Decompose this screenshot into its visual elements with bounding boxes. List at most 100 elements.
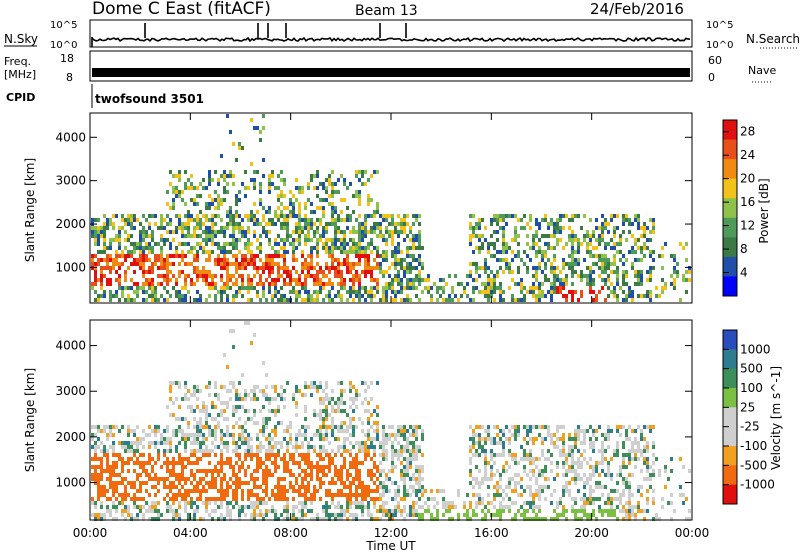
power-cell [196, 250, 199, 254]
power-cell [337, 230, 340, 234]
power-cell [529, 286, 532, 290]
power-cell [346, 270, 349, 274]
velocity-cell [226, 449, 229, 453]
power-cell [346, 298, 349, 302]
power-cell [244, 230, 247, 234]
velocity-cell [283, 437, 286, 441]
power-cell [220, 262, 223, 266]
velocity-cell [334, 437, 337, 441]
power-cell [325, 274, 328, 278]
velocity-cell [577, 473, 580, 477]
power-cell [391, 290, 394, 294]
velocity-cell [352, 425, 355, 429]
velocity-cell [646, 477, 649, 481]
power-cell [640, 282, 643, 286]
velocity-cell [283, 469, 286, 473]
power-cell [169, 206, 172, 210]
power-cell [673, 270, 676, 274]
velocity-cell [268, 441, 271, 445]
power-cell [199, 194, 202, 198]
power-cell [406, 214, 409, 218]
power-cell [181, 190, 184, 194]
velocity-cell [619, 469, 622, 473]
power-cell [370, 286, 373, 290]
velocity-cell [598, 497, 601, 501]
power-cell [247, 290, 250, 294]
power-cell [484, 266, 487, 270]
power-cell [364, 182, 367, 186]
power-cell [223, 198, 226, 202]
power-cell [487, 278, 490, 282]
velocity-cell [601, 461, 604, 465]
velocity-cell [415, 437, 418, 441]
power-cell [298, 226, 301, 230]
power-cell [364, 290, 367, 294]
velocity-cell [589, 437, 592, 441]
velocity-cell [277, 489, 280, 493]
date-label: 24/Feb/2016 [590, 0, 684, 18]
power-cell [316, 218, 319, 222]
velocity-cell [349, 381, 352, 385]
velocity-cell [292, 489, 295, 493]
velocity-cell [400, 425, 403, 429]
velocity-cell [376, 497, 379, 501]
power-cell [370, 174, 373, 178]
power-cell [478, 274, 481, 278]
power-cell [487, 266, 490, 270]
power-cell [622, 278, 625, 282]
power-cell [253, 202, 256, 206]
power-cell [364, 218, 367, 222]
power-cell [151, 238, 154, 242]
velocity-cell [196, 469, 199, 473]
power-cell [202, 274, 205, 278]
power-cell [373, 258, 376, 262]
velocity-cell [298, 493, 301, 497]
velocity-cell [361, 493, 364, 497]
power-cell [127, 218, 130, 222]
velocity-cell [313, 409, 316, 413]
velocity-cell [337, 409, 340, 413]
velocity-cell [625, 429, 628, 433]
power-colorbar-swatch [723, 120, 737, 141]
velocity-cell [496, 509, 499, 513]
velocity-cell [358, 441, 361, 445]
velocity-cell [217, 421, 220, 425]
velocity-cell [118, 453, 121, 457]
power-cell [394, 222, 397, 226]
velocity-cell [208, 501, 211, 505]
velocity-cell [241, 497, 244, 501]
velocity-cell [523, 469, 526, 473]
power-cell [322, 298, 325, 302]
velocity-cell [94, 477, 97, 481]
velocity-cell [331, 429, 334, 433]
velocity-cell [166, 437, 169, 441]
velocity-cell [274, 397, 277, 401]
velocity-cell [637, 449, 640, 453]
velocity-cell [451, 517, 454, 521]
power-cell [205, 218, 208, 222]
velocity-cell [553, 509, 556, 513]
power-cell [319, 238, 322, 242]
velocity-cell [121, 425, 124, 429]
power-cell [238, 266, 241, 270]
power-cell [157, 254, 160, 258]
power-cell [526, 266, 529, 270]
power-cell [325, 226, 328, 230]
power-cell [376, 222, 379, 226]
power-cell [598, 242, 601, 246]
power-cell [364, 234, 367, 238]
power-cell [268, 182, 271, 186]
power-cell [178, 222, 181, 226]
velocity-cell [328, 489, 331, 493]
velocity-cell [466, 493, 469, 497]
power-cell [607, 294, 610, 298]
velocity-cell [463, 505, 466, 509]
velocity-cell [241, 465, 244, 469]
velocity-cell [178, 461, 181, 465]
power-cell [382, 250, 385, 254]
power-cell [577, 242, 580, 246]
velocity-cell [433, 497, 436, 501]
velocity-cell [325, 429, 328, 433]
power-cell [259, 246, 262, 250]
velocity-cell [322, 449, 325, 453]
